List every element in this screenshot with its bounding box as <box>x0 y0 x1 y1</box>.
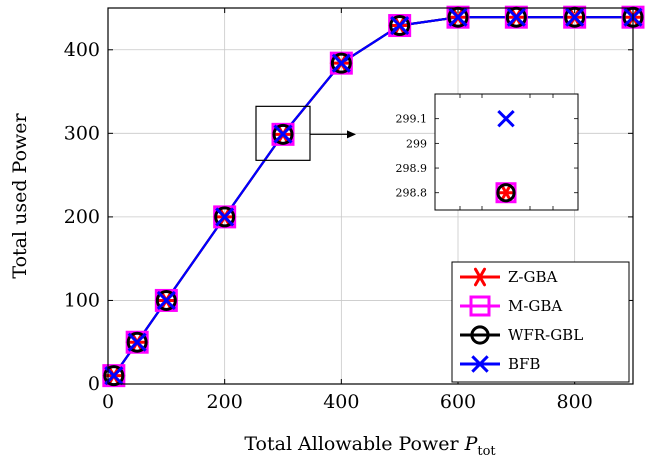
legend-label: BFB <box>508 355 540 373</box>
legend-swatch-marker <box>471 355 489 373</box>
marker-bfb-stroke <box>127 332 147 352</box>
marker-wfr-gbl <box>155 289 177 311</box>
marker-bfb-stroke <box>156 290 176 311</box>
inset-marker-z-gba <box>495 183 517 203</box>
zoom-box <box>255 105 311 161</box>
marker-bfb <box>215 207 235 227</box>
x-axis-label-text: Total Allowable Power <box>244 433 459 455</box>
legend-label: WFR-GBL <box>508 326 583 344</box>
marker-wfr-gbl <box>103 365 125 387</box>
x-tick-label: 400 <box>323 391 359 413</box>
marker-wfr-gbl <box>389 15 411 37</box>
inset-y-tick-label: 299 <box>406 137 427 150</box>
zoom-indicator <box>255 105 356 161</box>
inset-frame <box>434 93 579 211</box>
x-axis-label-subscript: tot <box>477 444 496 459</box>
marker-bfb <box>506 7 526 27</box>
marker-bfb <box>273 124 293 144</box>
y-tick-label: 100 <box>64 289 100 311</box>
y-axis-label: Total used Power <box>9 112 31 278</box>
legend-label: M-GBA <box>508 297 562 315</box>
marker-bfb-stroke <box>448 7 468 27</box>
marker-bfb-stroke <box>506 7 526 27</box>
legend-label: Z-GBA <box>508 268 557 286</box>
axis-ticks: 0 200 400 600 800 0 100 200 300 400 <box>64 8 633 413</box>
legend-entry-wfr-gbl: WFR-GBL <box>460 325 583 345</box>
x-axis-label: Total Allowable Power Ptot <box>244 433 496 459</box>
inset-marker-wfr-gbl <box>496 183 516 203</box>
legend-swatch-marker <box>469 295 491 317</box>
inset-marker-z-gba-stroke <box>500 183 512 203</box>
marker-wfr-gbl <box>214 206 236 228</box>
marker-bfb-stroke <box>390 15 410 36</box>
y-tick-label: 300 <box>64 122 100 144</box>
x-tick-label: 200 <box>207 391 243 413</box>
marker-bfb <box>390 15 410 36</box>
legend: Z-GBA M-GBA WFR-GBL BFB <box>451 261 630 383</box>
x-tick-label: 800 <box>557 391 593 413</box>
inset-marker-bfb-stroke <box>497 109 515 128</box>
marker-wfr-gbl <box>126 331 148 353</box>
inset-zoom-plot: 298.8 298.9 299 299.1 <box>396 93 579 211</box>
x-tick-label: 0 <box>102 391 114 413</box>
y-tick-label: 0 <box>88 373 100 395</box>
inset-marker-bfb <box>497 109 515 128</box>
marker-bfb-stroke <box>565 7 585 27</box>
inset-y-tick-label: 298.9 <box>396 162 428 175</box>
marker-bfb-stroke <box>273 124 293 144</box>
marker-bfb <box>448 7 468 27</box>
legend-entry-z-gba: Z-GBA <box>460 267 557 287</box>
marker-wfr-gbl <box>272 123 294 145</box>
legend-entry-bfb: BFB <box>460 355 540 373</box>
marker-bfb <box>331 53 351 73</box>
legend-entry-m-gba: M-GBA <box>460 295 562 317</box>
marker-bfb <box>565 7 585 27</box>
x-axis-label-symbol: P <box>464 433 479 455</box>
inset-y-tick-label: 299.1 <box>396 113 428 126</box>
legend-swatch-marker <box>469 267 491 287</box>
plot-area-frame <box>107 7 634 385</box>
zoom-arrow-head <box>347 130 356 139</box>
marker-bfb-stroke <box>215 207 235 227</box>
marker-bfb <box>156 290 176 311</box>
y-tick-label: 200 <box>64 206 100 228</box>
marker-bfb <box>127 332 147 352</box>
legend-swatch-marker <box>470 325 490 345</box>
legend-swatch-marker-stroke <box>471 355 489 373</box>
legend-swatch-marker-stroke <box>474 267 486 287</box>
marker-bfb-stroke <box>331 53 351 73</box>
marker-wfr-gbl <box>330 52 352 74</box>
y-tick-label: 400 <box>64 39 100 61</box>
inset-y-tick-label: 298.8 <box>396 187 428 200</box>
x-tick-label: 600 <box>440 391 476 413</box>
